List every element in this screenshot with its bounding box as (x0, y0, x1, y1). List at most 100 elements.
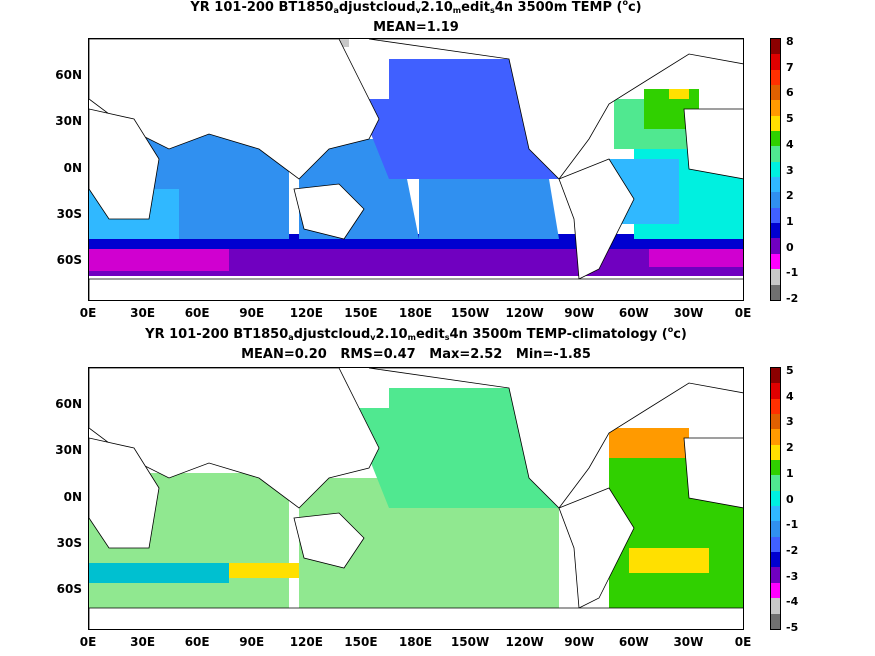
panel1-title-part: 2.10 (420, 0, 453, 15)
colorbar-swatch (771, 368, 780, 384)
lat-label: 60N (55, 68, 82, 82)
colorbar-swatch (771, 192, 780, 208)
colorbar-label: 8 (786, 35, 794, 48)
panel2-map-svg (89, 368, 743, 629)
colorbar-label: 6 (786, 86, 794, 100)
lon-label: 120E (289, 635, 323, 649)
colorbar-label: 3 (786, 415, 794, 429)
colorbar-swatch (771, 383, 780, 399)
colorbar-label: 1 (786, 214, 794, 228)
lon-label: 150W (450, 635, 490, 649)
lon-label: 90E (239, 635, 265, 649)
colorbar-swatch (771, 100, 780, 116)
panel2-title-part: 2.10 (375, 327, 408, 342)
panel2-title-part: djustcloud (293, 327, 371, 342)
colorbar-swatch (771, 582, 780, 599)
colorbar-swatch (771, 429, 780, 445)
colorbar-swatch (771, 506, 780, 522)
colorbar-label: 0 (786, 240, 794, 254)
panel2-title-part: 4n 3500m TEMP-climatology ( (449, 327, 668, 342)
colorbar-swatch (771, 414, 780, 430)
panel2-title-part: a (288, 333, 294, 342)
lon-label: 120W (505, 306, 544, 320)
colorbar-swatch (771, 115, 780, 132)
lon-label: 90E (239, 306, 265, 320)
panel2-title-part: m (407, 333, 416, 342)
colorbar-swatch (771, 177, 780, 193)
colorbar-swatch (771, 146, 780, 162)
panel2-title: YR 101-200 BT1850adjustcloudv2.10medits4… (88, 325, 744, 342)
panel1-title: YR 101-200 BT1850adjustcloudv2.10medits4… (88, 0, 744, 15)
panel1-title-part: v (415, 6, 421, 15)
lon-label: 0E (734, 635, 752, 649)
colorbar-swatch (771, 69, 780, 86)
colorbar-label: -3 (786, 569, 799, 583)
colorbar-label: -5 (786, 621, 799, 634)
colorbar-swatch (771, 223, 780, 239)
colorbar-label: -2 (786, 292, 799, 305)
panel1-title-part: djustcloud (338, 0, 416, 15)
lon-label: 0E (79, 306, 97, 320)
lon-label: 0E (79, 635, 97, 649)
panel2-title-part: o (667, 325, 674, 334)
colorbar-swatch (771, 398, 780, 415)
panel2-stats: MEAN=0.20 RMS=0.47 Max=2.52 Min=-1.85 (241, 347, 591, 362)
colorbar-swatch (771, 284, 780, 300)
colorbar-label: -1 (786, 518, 799, 532)
lon-label: 60W (618, 635, 649, 649)
colorbar-label: 4 (786, 137, 794, 151)
lat-label: 30N (55, 443, 82, 457)
lon-label: 0E (734, 306, 752, 320)
colorbar-swatch (771, 536, 780, 553)
lon-label: 30W (673, 306, 704, 320)
lat-label: 0N (63, 161, 82, 175)
colorbar-swatch (771, 238, 780, 254)
lon-label: 150E (344, 635, 378, 649)
lat-label: 60S (56, 582, 82, 596)
colorbar-swatch (771, 85, 780, 101)
lon-label: 150W (450, 306, 490, 320)
lon-label: 180E (398, 635, 433, 649)
panel2-continents (89, 368, 743, 629)
colorbar-label: 3 (786, 163, 794, 177)
colorbar-swatch (771, 475, 780, 491)
colorbar-swatch (771, 54, 780, 70)
colorbar-swatch (771, 552, 780, 568)
colorbar-swatch (771, 613, 780, 629)
panel1-title-part: s (489, 6, 495, 15)
lon-label: 60W (618, 306, 649, 320)
panel1-title-part: c) (627, 0, 642, 15)
lon-label: 30W (673, 635, 704, 649)
lon-label: 120E (289, 306, 323, 320)
panel2-colorbar (770, 367, 781, 630)
panel1-title-part: a (333, 6, 339, 15)
colorbar-label: 5 (786, 364, 794, 377)
panel1-continents (89, 39, 743, 300)
lon-label: 120W (505, 635, 544, 649)
colorbar-swatch (771, 253, 780, 270)
colorbar-swatch (771, 161, 780, 178)
colorbar-swatch (771, 460, 780, 476)
colorbar-label: 1 (786, 466, 794, 480)
panel1-title-part: YR 101-200 BT1850 (190, 0, 334, 15)
lat-label: 30S (56, 207, 82, 221)
lat-label: 60S (56, 253, 82, 267)
panel2-title-part: edit (415, 327, 445, 342)
lat-label: 0N (63, 490, 82, 504)
lat-label: 30S (56, 536, 82, 550)
lon-label: 30E (130, 306, 156, 320)
lon-label: 90W (564, 635, 595, 649)
colorbar-label: -1 (786, 266, 799, 280)
panel1-map (88, 38, 744, 301)
panel1-title-part: o (622, 0, 628, 7)
colorbar-swatch (771, 567, 780, 583)
lon-label: 180E (398, 306, 433, 320)
colorbar-swatch (771, 131, 780, 147)
colorbar-swatch (771, 39, 780, 55)
colorbar-swatch (771, 207, 780, 224)
panel2-map (88, 367, 744, 630)
lon-label: 150E (344, 306, 378, 320)
colorbar-swatch (771, 444, 780, 461)
lon-label: 60E (184, 306, 210, 320)
colorbar-swatch (771, 269, 780, 285)
